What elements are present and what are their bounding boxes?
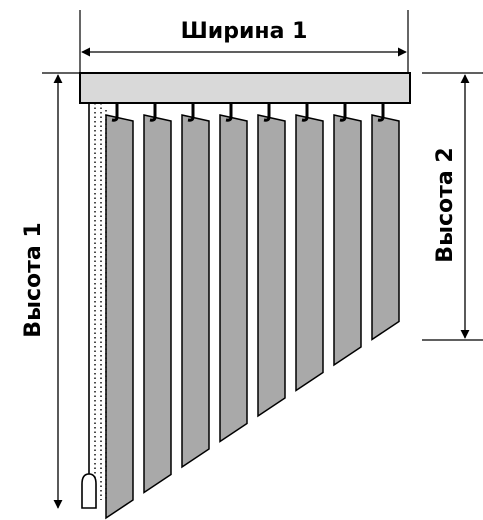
slat-8 xyxy=(371,114,400,341)
slats-group xyxy=(105,103,400,520)
slat-5 xyxy=(257,114,286,418)
slat-4 xyxy=(219,114,248,443)
slat-hook-2 xyxy=(149,103,157,122)
slat-7 xyxy=(333,114,362,367)
slat-hook-8 xyxy=(377,103,385,122)
slat-2 xyxy=(143,114,172,494)
slat-hook-5 xyxy=(263,103,271,122)
slat-hook-3 xyxy=(187,103,195,122)
height1-dimension: Высота 1 xyxy=(21,72,82,509)
width1-label: Ширина 1 xyxy=(181,19,308,44)
slat-3 xyxy=(181,114,210,469)
height2-dimension: Высота 2 xyxy=(422,72,483,341)
slat-hook-6 xyxy=(301,103,309,122)
height1-label: Высота 1 xyxy=(21,222,46,337)
slat-hook-7 xyxy=(339,103,347,122)
slat-hook-1 xyxy=(111,103,119,122)
control-cord xyxy=(81,103,107,509)
height2-label: Высота 2 xyxy=(433,147,458,262)
slat-1 xyxy=(105,114,134,520)
slat-6 xyxy=(295,114,324,392)
slat-hook-4 xyxy=(225,103,233,122)
cord-weight xyxy=(81,473,97,509)
width-dimension: Ширина 1 xyxy=(79,10,409,72)
top-rail xyxy=(79,72,411,104)
